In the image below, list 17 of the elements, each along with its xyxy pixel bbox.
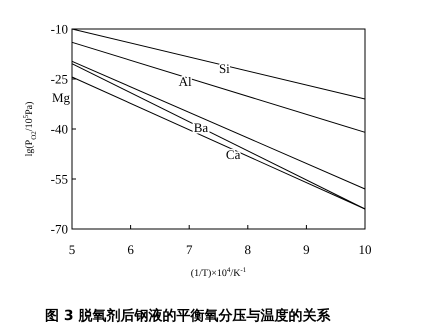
x-tick-label: 10 [358, 242, 372, 257]
x-tick-label: 6 [127, 242, 134, 257]
annotation: Al [178, 74, 192, 89]
y-tick-label: -70 [50, 222, 68, 236]
x-axis-title: (1/T)×10$^{4}$/K$^{-1}$ [190, 266, 247, 279]
text: 图 3 脱氧剂后钢液的平衡氧分压与温度的关系 [45, 307, 332, 324]
annotation: Ca [226, 147, 241, 162]
y-tick-label: -55 [50, 172, 68, 186]
y-tick-label: -25 [50, 72, 68, 86]
x-tick-label: 5 [68, 242, 76, 257]
x-tick-label: 7 [186, 242, 193, 257]
x-tick-label: 9 [303, 242, 310, 257]
x-tick-label: 8 [244, 242, 252, 257]
y-tick-label: -10 [50, 22, 68, 36]
annotation: Si [218, 61, 230, 76]
y-tick-label: -40 [50, 122, 68, 136]
text: Mg [52, 90, 70, 105]
